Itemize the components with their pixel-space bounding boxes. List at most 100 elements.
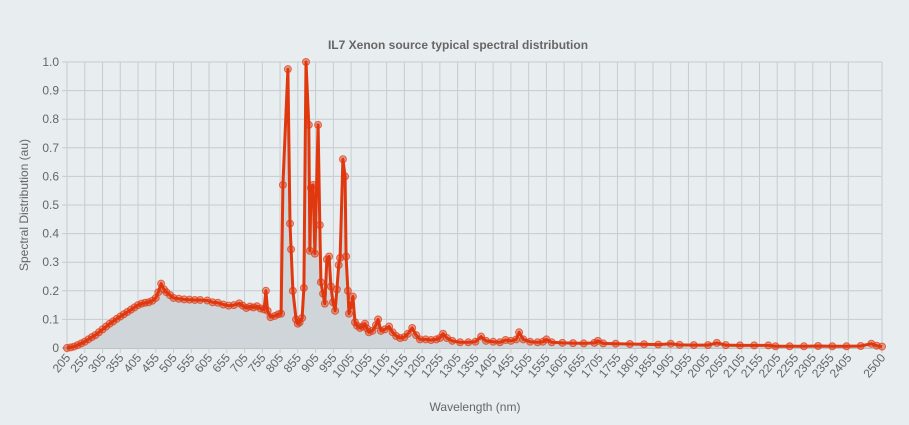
data-point: [712, 338, 721, 347]
area-fill: [67, 62, 882, 348]
data-point: [286, 219, 295, 228]
data-point: [515, 328, 524, 337]
x-axis-label: Wavelength (nm): [430, 400, 521, 414]
data-point: [334, 261, 343, 270]
y-axis-ticks: 0 0.1 0.2 0.3 0.4 0.5 0.6 0.7 0.8 0.9 1.0: [42, 55, 59, 355]
data-point: [512, 335, 521, 344]
data-point: [278, 180, 287, 189]
data-point: [771, 342, 780, 351]
data-point: [558, 338, 567, 347]
y-tick-label: 0.1: [42, 312, 59, 326]
y-tick-label: 0.8: [42, 112, 59, 126]
data-point: [579, 339, 588, 348]
data-point: [703, 341, 712, 350]
data-point: [735, 341, 744, 350]
data-point: [328, 298, 337, 307]
y-tick-label: 0.9: [42, 84, 59, 98]
data-point: [343, 286, 352, 295]
data-point: [489, 337, 498, 346]
data-point: [814, 341, 823, 350]
data-point: [392, 331, 401, 340]
data-point: [689, 341, 698, 350]
data-point: [878, 342, 886, 351]
data-point: [309, 180, 318, 189]
data-point: [287, 245, 296, 254]
y-axis-label: Spectral Distribution (au): [17, 139, 31, 271]
data-point: [464, 338, 473, 347]
data-point: [750, 341, 759, 350]
y-tick-label: 0.4: [42, 227, 59, 241]
data-point: [298, 313, 307, 322]
data-point: [196, 295, 205, 304]
data-point: [666, 339, 675, 348]
y-tick-label: 0.2: [42, 284, 59, 298]
data-point: [415, 335, 424, 344]
data-point: [482, 336, 491, 345]
data-point: [299, 283, 308, 292]
data-point: [799, 342, 808, 351]
data-point: [547, 338, 556, 347]
data-point: [331, 306, 340, 315]
data-point: [283, 65, 292, 74]
data-point: [277, 309, 286, 318]
grid: [62, 61, 883, 353]
data-point: [319, 289, 328, 298]
data-point: [526, 337, 535, 346]
data-point: [569, 339, 578, 348]
data-point: [764, 341, 773, 350]
data-point: [288, 286, 297, 295]
data-point: [828, 342, 837, 351]
data-point: [448, 336, 457, 345]
data-point: [304, 120, 313, 129]
data-point: [625, 339, 634, 348]
data-markers: [63, 58, 886, 352]
data-point: [611, 339, 620, 348]
data-point: [310, 249, 319, 258]
y-tick-label: 0: [52, 341, 59, 355]
data-point: [471, 337, 480, 346]
data-point: [347, 301, 356, 310]
data-point: [316, 278, 325, 287]
y-tick-label: 0.5: [42, 198, 59, 212]
x-tick-label: 2500: [860, 351, 888, 381]
data-point: [640, 340, 649, 349]
data-point: [403, 329, 412, 338]
data-point: [336, 253, 345, 262]
data-point: [295, 318, 304, 327]
data-point: [842, 342, 851, 351]
data-point: [380, 325, 389, 334]
chart-title: IL7 Xenon source typical spectral distri…: [328, 38, 588, 52]
y-tick-label: 0.7: [42, 141, 59, 155]
data-point: [408, 323, 417, 332]
data-point: [274, 310, 283, 319]
data-point: [314, 120, 323, 129]
data-point: [374, 315, 383, 324]
data-point: [341, 172, 350, 181]
x-axis-ticks: 2052553053554054555055556056557057558058…: [50, 351, 889, 381]
data-point: [856, 341, 865, 350]
data-point: [342, 252, 351, 261]
data-point: [599, 339, 608, 348]
data-point: [368, 326, 377, 335]
data-point: [519, 335, 528, 344]
data-point: [320, 299, 329, 308]
data-point: [721, 341, 730, 350]
data-point: [261, 286, 270, 295]
data-point: [315, 221, 324, 230]
data-point: [325, 252, 334, 261]
data-point: [456, 338, 465, 347]
data-point: [301, 58, 310, 66]
y-tick-label: 0.6: [42, 169, 59, 183]
data-point: [654, 340, 663, 349]
data-point: [785, 342, 794, 351]
y-tick-label: 1.0: [42, 55, 59, 69]
data-point: [344, 309, 353, 318]
data-point: [675, 340, 684, 349]
data-point: [332, 285, 341, 294]
data-point: [385, 322, 394, 331]
y-tick-label: 0.3: [42, 255, 59, 269]
data-point: [477, 332, 486, 341]
data-point: [338, 155, 347, 164]
data-point: [348, 292, 357, 301]
